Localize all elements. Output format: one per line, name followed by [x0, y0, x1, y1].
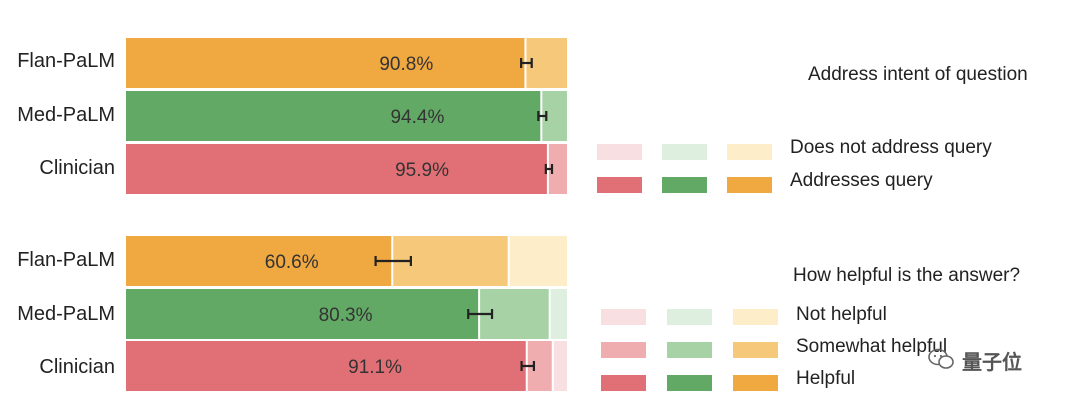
legend-title-address-intent: Address intent of question	[808, 64, 1028, 85]
bar-1-med-palm-not-helpful	[550, 289, 567, 339]
bar-1-med-palm-helpful	[126, 289, 479, 339]
legend-swatch-medpalm-helpful	[667, 375, 712, 391]
bar-value-label-1-clinician: 91.1%	[348, 357, 402, 378]
bar-0-flan-palm-does-not-address-query	[526, 38, 567, 88]
bar-1-clinician-not-helpful	[553, 341, 567, 391]
bar-value-label-0-flan-palm: 90.8%	[379, 54, 433, 75]
wechat-logo-icon	[928, 348, 954, 369]
legend-swatch-medpalm-somewhat	[667, 342, 712, 358]
legend-label-helpful: Helpful	[796, 368, 856, 389]
bar-value-label-0-clinician: 95.9%	[395, 160, 449, 181]
legend-label-somewhat-helpful: Somewhat helpful	[796, 336, 948, 357]
legend-swatch-flanpalm-somewhat	[733, 342, 778, 358]
legend-swatch-clinician-not-address	[597, 144, 642, 160]
bar-value-label-1-med-palm: 80.3%	[319, 305, 373, 326]
legend-swatch-flanpalm-not-address	[727, 144, 772, 160]
bar-1-flan-palm-helpful	[126, 236, 392, 286]
bar-0-clinician-does-not-address-query	[548, 144, 567, 194]
legend-swatch-medpalm-not-helpful	[667, 309, 712, 325]
bar-0-med-palm-addresses-query	[126, 91, 541, 141]
legend-label-not-helpful: Not helpful	[796, 304, 887, 325]
bar-0-clinician-addresses-query	[126, 144, 547, 194]
legend-label-does-not-address: Does not address query	[790, 137, 992, 158]
legend-label-addresses-query: Addresses query	[790, 170, 933, 191]
bar-1-flan-palm-not-helpful	[509, 236, 567, 286]
bar-1-flan-palm-somewhat-helpful	[393, 236, 508, 286]
legend-swatch-flanpalm-helpful	[733, 375, 778, 391]
bar-1-clinician-helpful	[126, 341, 526, 391]
legend-swatch-clinician-somewhat	[601, 342, 646, 358]
legend-swatch-flanpalm-not-helpful	[733, 309, 778, 325]
legend-swatch-medpalm-not-address	[662, 144, 707, 160]
legend-title-how-helpful: How helpful is the answer?	[793, 265, 1021, 286]
legend-swatch-medpalm-addresses	[662, 177, 707, 193]
legend-swatch-flanpalm-addresses	[727, 177, 772, 193]
bar-value-label-1-flan-palm: 60.6%	[265, 252, 319, 273]
legend-swatch-clinician-not-helpful	[601, 309, 646, 325]
y-label-flan-palm-bottom: Flan-PaLM	[17, 249, 115, 271]
watermark-text: 量子位	[962, 352, 1022, 374]
bar-0-flan-palm-addresses-query	[126, 38, 525, 88]
y-label-clinician-top: Clinician	[39, 157, 115, 179]
y-label-med-palm-top: Med-PaLM	[17, 104, 115, 126]
legend-swatch-clinician-helpful	[601, 375, 646, 391]
y-label-clinician-bottom: Clinician	[39, 356, 115, 378]
y-label-med-palm-bottom: Med-PaLM	[17, 303, 115, 325]
y-label-flan-palm-top: Flan-PaLM	[17, 50, 115, 72]
legend-swatch-clinician-addresses	[597, 177, 642, 193]
bar-value-label-0-med-palm: 94.4%	[390, 107, 444, 128]
